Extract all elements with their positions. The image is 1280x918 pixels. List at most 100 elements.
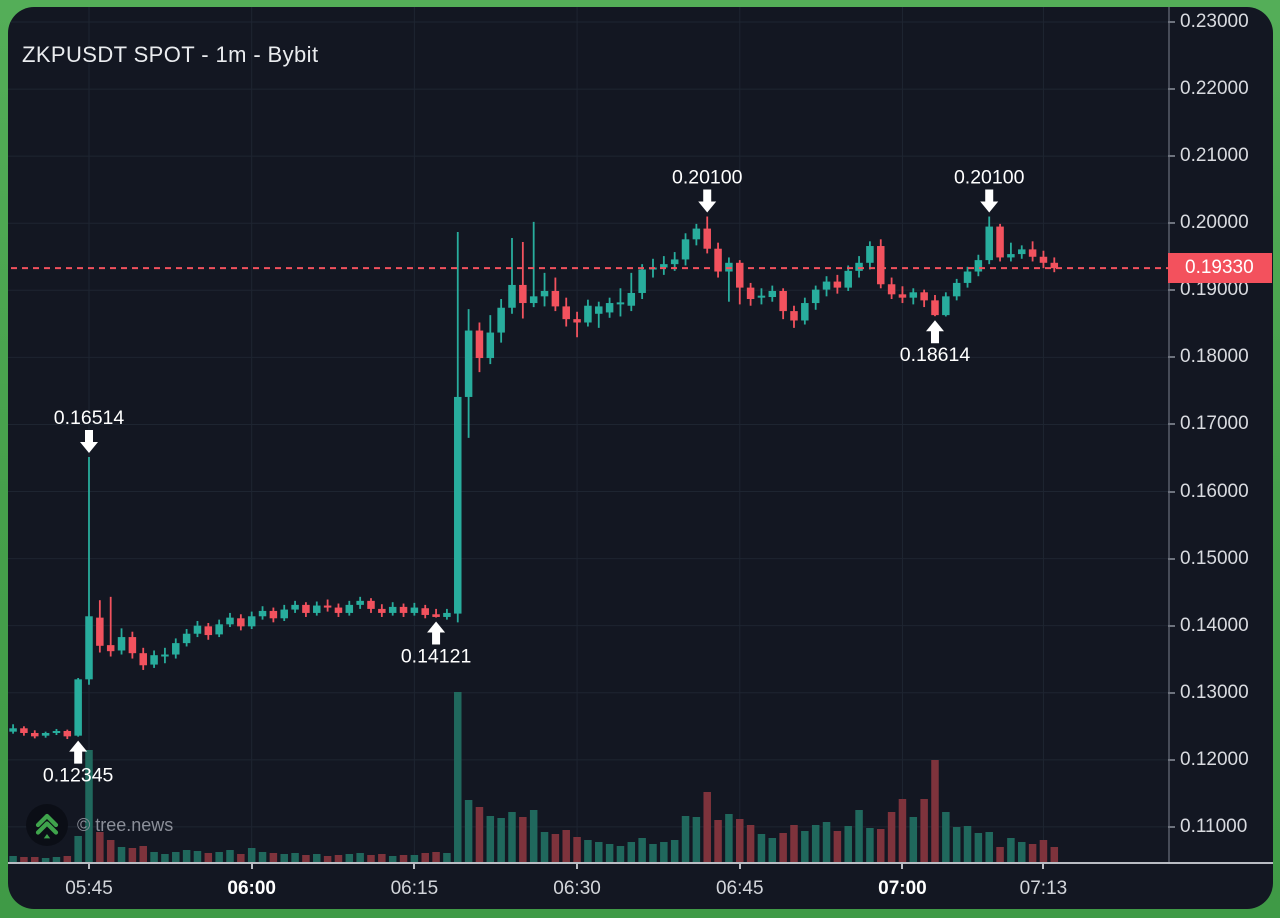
price-tick-label: 0.21000	[1180, 145, 1249, 167]
candle-body	[182, 633, 191, 644]
candle-body	[855, 262, 863, 271]
arrow-up-icon	[427, 621, 446, 645]
candle-body	[172, 643, 180, 655]
volume-bar	[649, 844, 657, 862]
annotation-label: 0.12345	[43, 765, 114, 787]
volume-bar	[388, 856, 397, 862]
volume-bar	[833, 831, 842, 862]
time-tick-mark	[738, 862, 741, 869]
candle-body	[801, 303, 809, 321]
last-price-badge: 0.19330	[1168, 253, 1272, 284]
annotation-label: 0.18614	[900, 344, 971, 366]
candle-body	[247, 616, 256, 627]
annotation-label: 0.20100	[672, 167, 743, 189]
candle-body	[573, 319, 581, 323]
volume-pane	[9, 692, 1059, 862]
candle-body	[150, 655, 158, 665]
candle-body	[670, 259, 679, 265]
time-tick-mark	[901, 862, 904, 869]
candle-body	[562, 306, 570, 320]
price-tick-mark	[1168, 691, 1175, 694]
volume-bar	[584, 840, 592, 862]
candle-body	[1028, 249, 1037, 257]
volume-bar	[443, 853, 451, 862]
volume-bar	[9, 856, 17, 862]
candle-body	[584, 305, 592, 323]
volume-bar	[616, 846, 625, 862]
candle-body	[378, 608, 386, 613]
volume-bar	[85, 750, 93, 862]
candle-body	[96, 617, 104, 646]
volume-bar	[345, 854, 354, 862]
candle-body	[454, 396, 462, 614]
volume-bar	[974, 833, 983, 862]
candle-body	[660, 264, 668, 268]
annotation-label: 0.20100	[954, 167, 1025, 189]
volume-bar	[215, 852, 223, 862]
candle-body	[432, 614, 440, 617]
candle-body	[117, 637, 126, 651]
candle-body	[345, 604, 354, 613]
candle-body	[85, 616, 93, 680]
volume-bar	[942, 812, 950, 862]
volume-bar	[627, 842, 636, 862]
price-tick-label: 0.18000	[1180, 346, 1249, 368]
volume-bar	[1028, 844, 1037, 862]
volume-bar	[410, 855, 419, 862]
price-tick-label: 0.17000	[1180, 413, 1249, 435]
candle-body	[280, 609, 288, 619]
price-axis[interactable]: 0.23000 0.22000 0.21000 0.20000 0.19000 0.180…	[1168, 7, 1273, 862]
price-tick-mark	[1168, 289, 1175, 292]
volume-bar	[898, 799, 907, 862]
candle-body	[161, 654, 169, 657]
candle-body	[736, 262, 744, 288]
volume-bar	[551, 834, 560, 862]
candle-body	[681, 239, 690, 260]
candle-body	[757, 295, 766, 298]
candle-body	[139, 653, 147, 666]
time-tick-label: 06:00	[227, 878, 276, 899]
volume-bar	[811, 825, 820, 862]
arrow-down-icon	[980, 189, 999, 213]
volume-bar	[573, 837, 581, 862]
time-tick-label: 07:00	[878, 878, 927, 899]
candle-body	[388, 606, 397, 613]
annotation-label: 0.16514	[54, 407, 125, 429]
volume-bar	[877, 829, 885, 862]
candle-body	[725, 262, 733, 272]
time-tick-label: 06:30	[553, 878, 601, 899]
chart-canvas[interactable]: 0.16514 0.12345 0.14121 0.20100 0.18614 0.201…	[8, 7, 1273, 862]
candle-body	[974, 260, 983, 272]
time-axis[interactable]: 05:45 06:00 06:15 06:30 06:45 07:00 07:13	[8, 862, 1273, 909]
candle-body	[779, 290, 787, 312]
candle-body	[497, 307, 505, 333]
candle-body	[410, 607, 419, 613]
candle-body	[421, 608, 429, 615]
price-tick-label: 0.15000	[1180, 547, 1249, 569]
volume-bar	[529, 810, 538, 862]
candle-body	[508, 284, 516, 308]
volume-bar	[866, 828, 874, 862]
volume-bar	[172, 852, 180, 862]
volume-bar	[139, 846, 147, 862]
volume-bar	[454, 692, 462, 862]
price-tick-mark	[1168, 222, 1175, 225]
candle-body	[1039, 256, 1048, 263]
candle-body	[63, 730, 72, 737]
candle-body	[128, 637, 137, 654]
time-tick-mark	[250, 862, 253, 869]
price-tick-label: 0.14000	[1180, 614, 1249, 636]
volume-bar	[63, 856, 72, 862]
candle-body	[746, 287, 755, 300]
volume-bar	[887, 812, 896, 862]
price-tick-label: 0.23000	[1180, 11, 1249, 32]
candle-body	[877, 246, 885, 285]
time-tick-mark	[1042, 862, 1045, 869]
volume-bar	[779, 833, 787, 862]
candle-body	[887, 284, 896, 295]
candle-body	[822, 281, 831, 290]
volume-bar	[421, 853, 429, 862]
candle-body	[237, 618, 245, 627]
candle-body	[356, 600, 364, 605]
volume-bar	[660, 842, 668, 862]
